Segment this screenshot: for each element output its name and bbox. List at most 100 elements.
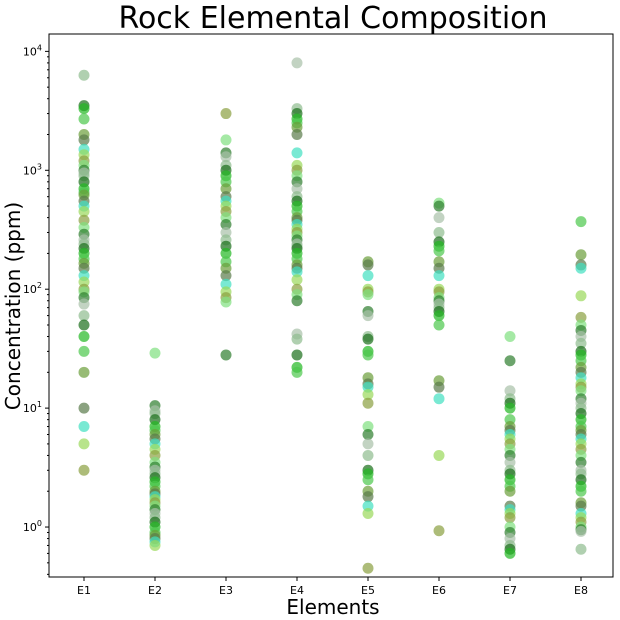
data-point-e1: [78, 69, 90, 81]
data-point-e5: [362, 449, 374, 461]
data-point-e3: [220, 151, 232, 163]
data-point-e1: [78, 464, 90, 476]
data-point-e8: [575, 290, 587, 302]
data-point-e6: [433, 310, 445, 322]
data-point-e2: [149, 539, 161, 551]
data-point-e6: [433, 200, 445, 212]
data-point-e5: [362, 270, 374, 282]
data-point-e1: [78, 438, 90, 450]
x-tick-label: E6: [432, 584, 446, 597]
data-point-e5: [362, 438, 374, 450]
data-point-e6: [433, 226, 445, 238]
data-point-e6: [433, 319, 445, 331]
x-axis-ticks: E1 E2 E3 E4 E5 E6 E7 E8: [77, 577, 588, 597]
data-point-e6: [433, 449, 445, 461]
data-point-e1: [78, 113, 90, 125]
points-layer: [78, 57, 587, 574]
data-point-e8: [575, 262, 587, 274]
x-tick-label: E1: [77, 584, 91, 597]
y-tick-label: 103: [23, 162, 42, 177]
y-axis-label: Concentration (ppm): [1, 202, 25, 410]
data-point-e8: [575, 456, 587, 468]
data-point-e3: [220, 349, 232, 361]
x-tick-label: E5: [361, 584, 375, 597]
x-tick-label: E7: [503, 584, 517, 597]
data-point-e7: [504, 355, 516, 367]
data-point-e8: [575, 485, 587, 497]
data-point-e7: [504, 485, 516, 497]
data-point-e1: [78, 310, 90, 322]
data-point-e5: [362, 507, 374, 519]
data-point-e5: [362, 259, 374, 271]
data-point-e7: [504, 456, 516, 468]
x-tick-label: E2: [148, 584, 162, 597]
data-point-e1: [78, 103, 90, 115]
data-point-e3: [220, 278, 232, 290]
data-point-e4: [291, 295, 303, 307]
data-point-e4: [291, 57, 303, 69]
data-point-e1: [78, 421, 90, 433]
data-point-e6: [433, 270, 445, 282]
data-point-e7: [504, 402, 516, 414]
data-point-e4: [291, 266, 303, 278]
data-point-e4: [291, 128, 303, 140]
data-point-e8: [575, 385, 587, 397]
data-point-e5: [362, 474, 374, 486]
data-point-e7: [504, 512, 516, 524]
data-point-e6: [433, 393, 445, 405]
data-point-e6: [433, 245, 445, 257]
data-point-e8: [575, 337, 587, 349]
x-tick-label: E4: [290, 584, 304, 597]
data-point-e5: [362, 421, 374, 433]
data-point-e4: [291, 333, 303, 345]
y-tick-label: 101: [23, 400, 42, 415]
data-point-e1: [78, 206, 90, 218]
data-point-e5: [362, 349, 374, 361]
data-point-e5: [362, 397, 374, 409]
data-point-e3: [220, 183, 232, 195]
data-point-e1: [78, 134, 90, 146]
data-point-e3: [220, 108, 232, 120]
data-point-e4: [291, 147, 303, 159]
data-point-e1: [78, 345, 90, 357]
data-point-e3: [220, 219, 232, 231]
data-point-e5: [362, 562, 374, 574]
y-axis-ticks: 100 101 102 103 104: [23, 43, 49, 575]
chart-title: Rock Elemental Composition: [118, 1, 547, 36]
data-point-e1: [78, 319, 90, 331]
data-point-e8: [575, 311, 587, 323]
data-point-e4: [291, 366, 303, 378]
y-tick-label: 100: [23, 519, 42, 534]
data-point-e6: [433, 212, 445, 224]
y-tick-label: 104: [23, 43, 42, 58]
data-point-e6: [433, 381, 445, 393]
data-point-e5: [362, 310, 374, 322]
data-point-e3: [220, 134, 232, 146]
data-point-e5: [362, 389, 374, 401]
data-point-e1: [78, 402, 90, 414]
data-point-e7: [504, 547, 516, 559]
data-point-e5: [362, 491, 374, 503]
data-point-e4: [291, 274, 303, 286]
data-point-e7: [504, 385, 516, 397]
data-point-e8: [575, 525, 587, 537]
data-point-e3: [220, 296, 232, 308]
data-point-e3: [220, 247, 232, 259]
plot-frame: [48, 33, 614, 578]
y-tick-label: 102: [23, 281, 42, 296]
data-point-e8: [575, 249, 587, 261]
data-point-e4: [291, 183, 303, 195]
data-point-e1: [78, 331, 90, 343]
data-point-e1: [78, 366, 90, 378]
x-axis-label: Elements: [286, 595, 379, 619]
data-point-e8: [575, 543, 587, 555]
data-point-e5: [362, 428, 374, 440]
data-point-e5: [362, 289, 374, 301]
data-point-e7: [504, 331, 516, 343]
data-point-e4: [291, 349, 303, 361]
x-tick-label: E3: [219, 584, 233, 597]
x-tick-label: E8: [574, 584, 588, 597]
data-point-e2: [149, 347, 161, 359]
data-point-e1: [78, 298, 90, 310]
